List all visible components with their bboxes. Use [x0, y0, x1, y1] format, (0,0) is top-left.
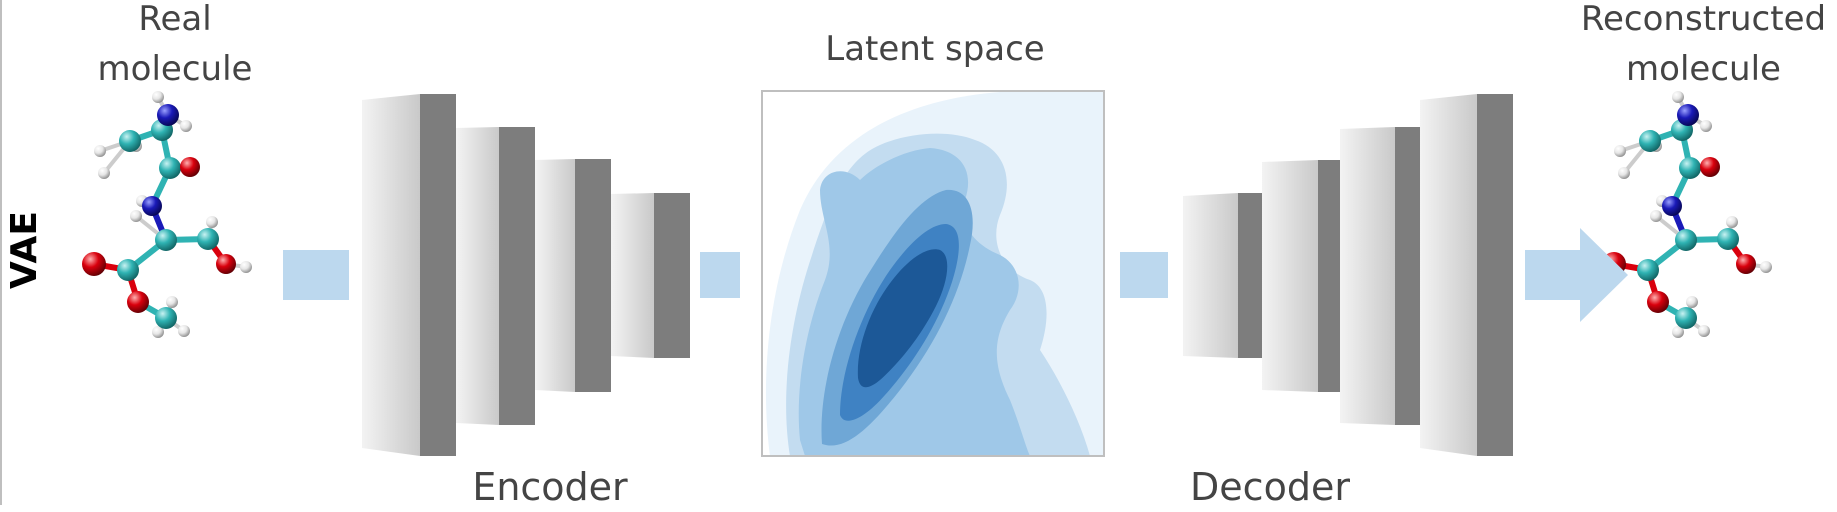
decoder-layer-2 — [1262, 160, 1318, 392]
latent-space-plot — [761, 90, 1105, 457]
output-label-line2: molecule — [1626, 49, 1781, 89]
decoder-layer-4-side — [1477, 94, 1513, 456]
encoder-layer-4-side — [654, 193, 690, 358]
decoder-layer-3 — [1340, 127, 1395, 425]
output-label: Reconstructed molecule — [1570, 0, 1837, 94]
decoder-label: Decoder — [1190, 465, 1350, 509]
output-label-line1: Reconstructed — [1580, 0, 1827, 39]
decoder-block — [1183, 94, 1513, 456]
encoder-layer-1 — [362, 94, 420, 456]
connector-latent-decoder — [1120, 252, 1168, 298]
decoder-layer-1 — [1183, 193, 1238, 358]
encoder-label: Encoder — [472, 465, 628, 509]
encoder-layer-3-side — [575, 159, 611, 392]
encoder-layer-2-side — [499, 127, 535, 425]
input-label: Real molecule — [60, 0, 290, 94]
encoder-layer-3 — [535, 159, 575, 392]
latent-space-label: Latent space — [825, 29, 1045, 69]
input-label-line1: Real — [138, 0, 212, 39]
encoder-block — [362, 94, 690, 456]
left-border — [0, 0, 2, 505]
input-label-line2: molecule — [97, 49, 253, 89]
real-molecule-image — [82, 91, 252, 338]
connector-encoder-latent — [700, 252, 740, 298]
connector-input-encoder — [283, 250, 349, 300]
encoder-layer-4 — [611, 193, 654, 358]
latent-space-frame — [761, 90, 1105, 457]
encoder-layer-1-side — [420, 94, 456, 456]
encoder-layer-2 — [456, 127, 499, 425]
output-arrow — [1525, 228, 1628, 322]
latent-level-6 — [857, 249, 948, 388]
decoder-layer-4 — [1420, 94, 1477, 456]
reconstructed-molecule-image — [1602, 91, 1772, 338]
